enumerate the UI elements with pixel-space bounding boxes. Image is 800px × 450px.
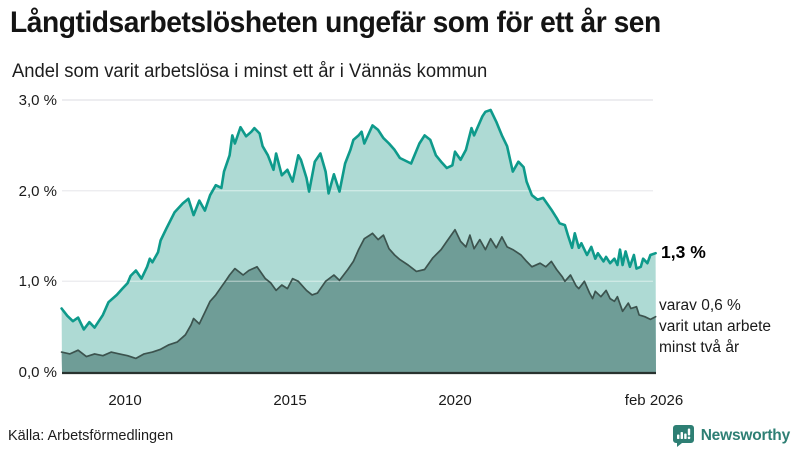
newsworthy-wordmark: Newsworthy [700, 427, 791, 444]
x-axis-tick-2010: 2010 [108, 392, 142, 409]
line-minst-tva-ar [60, 228, 657, 360]
source-credit: Källa: Arbetsförmedlingen [8, 428, 174, 444]
y-axis-tick-0: 0,0 % [18, 364, 57, 381]
page-title: Långtidsarbetslösheten ungefär som för e… [10, 6, 661, 39]
line-minst-ett-ar [60, 108, 657, 331]
secondary-annotation: varav 0,6 % varit utan arbete minst två … [659, 297, 772, 356]
x-axis-tick-feb-2026: feb 2026 [624, 392, 684, 409]
latest-value-annotation: 1,3 % [661, 242, 706, 262]
y-axis-tick-3: 3,0 % [18, 92, 57, 109]
x-axis-tick-2020: 2020 [438, 392, 472, 409]
area-minst-tva-ar [61, 229, 657, 372]
chart-subtitle: Andel som varit arbetslösa i minst ett å… [12, 61, 488, 82]
y-axis-tick-1: 1,0 % [18, 273, 57, 290]
newsworthy-icon [672, 425, 694, 447]
newsworthy-logo: Newsworthy [672, 424, 790, 448]
x-axis-tick-2015: 2015 [273, 392, 307, 409]
y-axis-tick-2: 2,0 % [18, 183, 57, 200]
